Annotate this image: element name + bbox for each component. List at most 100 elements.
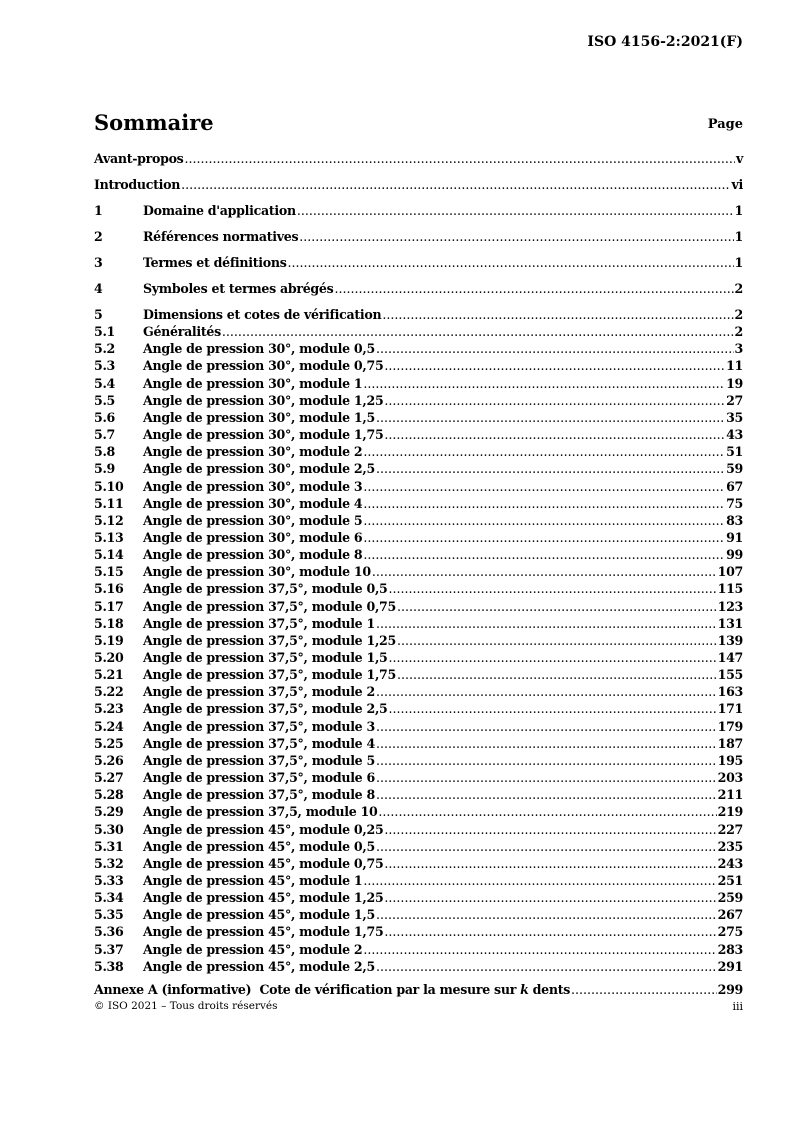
toc-entry-title: Angle de pression 30°, module 2 (143, 444, 363, 460)
toc-entry-page: 275 (717, 924, 744, 940)
toc-entry[interactable]: 5.7 Angle de pression 30°, module 1,75 43 (94, 427, 743, 443)
toc-entry[interactable]: 5 Dimensions et cotes de vérification 2 (94, 307, 743, 323)
toc-entry-title: Termes et définitions (143, 255, 287, 270)
toc-entry-page: 1 (734, 255, 744, 270)
toc-entry[interactable]: 5.31 Angle de pression 45°, module 0,5 235 (94, 839, 743, 855)
toc-entry-title: Angle de pression 37,5°, module 4 (143, 735, 375, 751)
toc-entry[interactable]: Introduction vi (94, 177, 743, 193)
toc-entry[interactable]: 5.28 Angle de pression 37,5°, module 8 211 (94, 787, 743, 803)
dot-leader (376, 787, 717, 803)
dot-leader (363, 530, 725, 546)
dot-leader (571, 982, 717, 998)
toc-entry-title: Angle de pression 30°, module 2,5 (143, 461, 375, 477)
dot-leader (397, 667, 717, 683)
toc-entry[interactable]: 5.20 Angle de pression 37,5°, module 1,5 1… (94, 650, 743, 666)
toc-entry-page: 139 (717, 632, 744, 648)
toc-entry[interactable]: 5.23 Angle de pression 37,5°, module 2,5 1… (94, 701, 743, 717)
toc-entry-title: Angle de pression 45°, module 0,25 (143, 821, 384, 837)
toc-entry-number: 1 (94, 203, 103, 218)
toc-entry[interactable]: 5.29 Angle de pression 37,5, module 10 219 (94, 804, 743, 820)
dot-leader (376, 684, 717, 700)
toc-entry[interactable]: 5.25 Angle de pression 37,5°, module 4 187 (94, 736, 743, 752)
toc-entry[interactable]: 5.1 Généralités 2 (94, 324, 743, 340)
toc-entry-title: Angle de pression 30°, module 0,5 (143, 341, 375, 357)
toc-entry[interactable]: 5.15 Angle de pression 30°, module 10 107 (94, 564, 743, 580)
toc-entry[interactable]: 1 Domaine d'application 1 (94, 203, 743, 219)
toc-entry[interactable]: 5.19 Angle de pression 37,5°, module 1,25… (94, 633, 743, 649)
toc-entry-title: Angle de pression 30°, module 1,25 (143, 392, 384, 408)
toc-entry[interactable]: 5.9 Angle de pression 30°, module 2,5 59 (94, 461, 743, 477)
toc-entry-number: 5.16 (94, 581, 124, 597)
dot-leader (363, 376, 725, 392)
toc-entry[interactable]: 5.5 Angle de pression 30°, module 1,25 27 (94, 393, 743, 409)
toc-entry[interactable]: 5.33 Angle de pression 45°, module 1 251 (94, 873, 743, 889)
dot-leader (376, 410, 725, 426)
toc-entry-page: 27 (726, 392, 743, 408)
annex-title-text-end: dents (528, 982, 571, 997)
toc-entry[interactable]: 5.35 Angle de pression 45°, module 1,5 267 (94, 907, 743, 923)
copyright-notice: © ISO 2021 – Tous droits réservés (94, 1000, 278, 1012)
toc-entry-page: 99 (726, 547, 743, 563)
toc-entry[interactable]: 5.16 Angle de pression 37,5°, module 0,5 1… (94, 581, 743, 597)
toc-entry[interactable]: 5.30 Angle de pression 45°, module 0,25 22… (94, 822, 743, 838)
toc-entry-page: 115 (717, 581, 744, 597)
toc-entry[interactable]: 5.22 Angle de pression 37,5°, module 2 163 (94, 684, 743, 700)
toc-entry[interactable]: 5.12 Angle de pression 30°, module 5 83 (94, 513, 743, 529)
dot-leader (382, 307, 733, 323)
toc-entry-page: 35 (726, 409, 743, 425)
toc-entry-number: 5.22 (94, 684, 124, 700)
toc-entry-title: Références normatives (143, 229, 299, 244)
toc-entry[interactable]: 5.6 Angle de pression 30°, module 1,5 35 (94, 410, 743, 426)
toc-entry[interactable]: 5.26 Angle de pression 37,5°, module 5 195 (94, 753, 743, 769)
toc-entry[interactable]: 5.13 Angle de pression 30°, module 6 91 (94, 530, 743, 546)
toc-entry[interactable]: 5.34 Angle de pression 45°, module 1,25 25… (94, 890, 743, 906)
page-column-label: Page (707, 117, 743, 132)
toc-entry[interactable]: 5.32 Angle de pression 45°, module 0,75 24… (94, 856, 743, 872)
toc-entry-number: 5.12 (94, 512, 124, 528)
dot-leader (372, 564, 717, 580)
dot-leader (297, 203, 734, 219)
toc-entry[interactable]: 5.21 Angle de pression 37,5°, module 1,75… (94, 667, 743, 683)
toc-entry[interactable]: 5.18 Angle de pression 37,5°, module 1 131 (94, 616, 743, 632)
dot-leader (384, 393, 725, 409)
toc-entry[interactable]: 5.36 Angle de pression 45°, module 1,75 27… (94, 924, 743, 940)
toc-entry-page: 179 (717, 718, 744, 734)
toc-entry[interactable]: 2 Références normatives 1 (94, 229, 743, 245)
toc-entry-title: Domaine d'application (143, 203, 296, 218)
toc-entry-page: 283 (717, 941, 744, 957)
toc-entry-page: 107 (717, 564, 744, 580)
toc-entry-page: 91 (726, 529, 743, 545)
toc-entry[interactable]: 5.38 Angle de pression 45°, module 2,5 291 (94, 959, 743, 975)
toc-entry[interactable]: 5.17 Angle de pression 37,5°, module 0,75… (94, 599, 743, 615)
toc-entry[interactable]: 4 Symboles et termes abrégés 2 (94, 281, 743, 297)
toc-entry[interactable]: 5.8 Angle de pression 30°, module 2 51 (94, 444, 743, 460)
dot-leader (384, 427, 725, 443)
toc-entry[interactable]: 5.2 Angle de pression 30°, module 0,5 3 (94, 341, 743, 357)
toc-entry-annex[interactable]: Annexe A (informative) Cote de vérificat… (94, 982, 743, 998)
toc-entry-number: 5.26 (94, 752, 124, 768)
toc-entry-title: Angle de pression 45°, module 2 (143, 941, 363, 957)
toc-entry-page: 187 (717, 735, 744, 751)
toc-entry[interactable]: 5.27 Angle de pression 37,5°, module 6 203 (94, 770, 743, 786)
dot-leader (389, 650, 717, 666)
toc-entry[interactable]: 5.10 Angle de pression 30°, module 3 67 (94, 479, 743, 495)
dot-leader (376, 770, 717, 786)
toc-entry[interactable]: 5.11 Angle de pression 30°, module 4 75 (94, 496, 743, 512)
toc-entry[interactable]: 5.14 Angle de pression 30°, module 8 99 (94, 547, 743, 563)
toc-entry-page: 211 (717, 787, 744, 803)
toc-entry-number: 5.2 (94, 341, 116, 357)
toc-entry[interactable]: 5.37 Angle de pression 45°, module 2 283 (94, 942, 743, 958)
toc-entry-page: 227 (717, 821, 744, 837)
toc-entry[interactable]: 3 Termes et définitions 1 (94, 255, 743, 271)
toc-entry-title: Angle de pression 30°, module 3 (143, 478, 363, 494)
dot-leader (363, 942, 716, 958)
toc-entry[interactable]: Avant-propos v (94, 151, 743, 167)
toc-entry[interactable]: 5.3 Angle de pression 30°, module 0,75 11 (94, 358, 743, 374)
toc-entry-page: 243 (717, 855, 744, 871)
toc-entry-title: Angle de pression 30°, module 4 (143, 495, 363, 511)
toc-entry[interactable]: 5.4 Angle de pression 30°, module 1 19 (94, 376, 743, 392)
toc-entry-number: 3 (94, 255, 103, 270)
toc-entry-title: Angle de pression 30°, module 1 (143, 375, 363, 391)
toc-entry-title: Angle de pression 37,5°, module 1,25 (143, 632, 396, 648)
toc-entry[interactable]: 5.24 Angle de pression 37,5°, module 3 179 (94, 719, 743, 735)
